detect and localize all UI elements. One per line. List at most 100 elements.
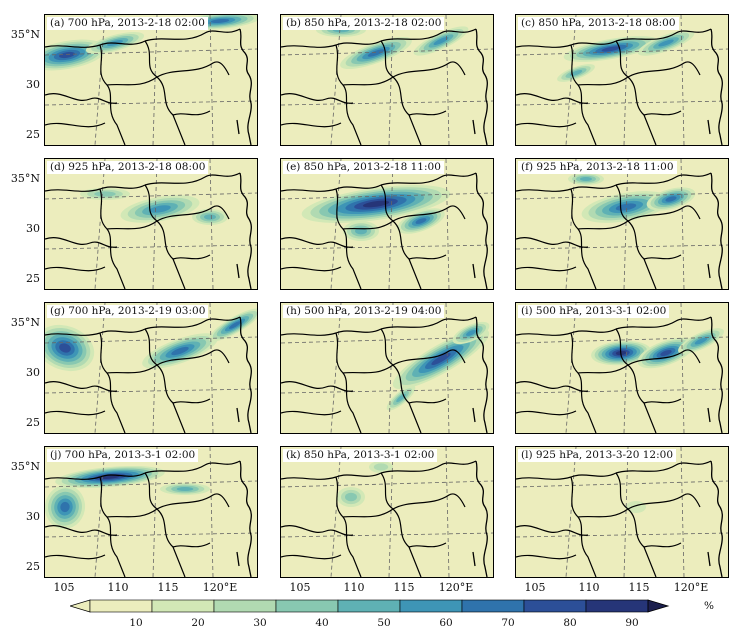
province-boundary	[156, 349, 230, 366]
coastline	[239, 316, 252, 433]
province-boundary	[577, 508, 629, 518]
graticule-line	[45, 244, 257, 250]
lon-label-110: 110	[578, 581, 600, 594]
graticule-line	[516, 480, 728, 488]
map-panel-l: (l) 925 hPa, 2013-3-20 12:00	[515, 446, 729, 578]
map-panel-k: (k) 850 hPa, 2013-3-1 02:00	[280, 446, 494, 578]
panel-title: (l) 925 hPa, 2013-3-20 12:00	[518, 449, 677, 462]
lon-label-105: 105	[289, 581, 311, 594]
graticule-line	[623, 447, 629, 577]
map-panel-i: (i) 500 hPa, 2013-3-1 02:00	[515, 302, 729, 434]
humidity-contour	[367, 49, 385, 57]
province-boundary	[45, 525, 118, 536]
lat-label-25: 25	[26, 560, 40, 573]
graticule-line	[516, 336, 728, 344]
graticule-line	[281, 336, 493, 344]
graticule-line	[209, 447, 214, 577]
graticule-line	[388, 15, 394, 145]
coastline	[710, 28, 723, 145]
humidity-contour	[345, 492, 357, 502]
humidity-contour	[149, 205, 171, 213]
graticule-line	[94, 447, 106, 577]
humidity-contour	[626, 501, 646, 513]
map-panel-c: (c) 850 hPa, 2013-2-18 08:00	[515, 14, 729, 146]
graticule-line	[516, 244, 728, 250]
colorbar-tick: 50	[377, 617, 391, 629]
humidity-contour	[660, 349, 672, 357]
graticule-line	[152, 303, 158, 433]
colorbar-segment	[337, 599, 401, 613]
province-boundary	[342, 364, 394, 374]
humidity-contour	[228, 321, 242, 329]
colorbar-segment	[275, 599, 339, 613]
province-boundary	[627, 205, 701, 222]
province-boundary	[106, 508, 158, 518]
province-boundary	[516, 122, 577, 128]
colorbar-extend-high	[647, 599, 670, 613]
graticule-line	[516, 48, 728, 56]
graticule-line	[152, 447, 158, 577]
graticule-line	[445, 159, 450, 289]
panel-title: (g) 700 hPa, 2013-2-19 03:00	[47, 305, 209, 318]
humidity-contour	[59, 343, 71, 353]
graticule-line	[281, 100, 493, 106]
graticule-line	[388, 447, 394, 577]
province-boundary	[172, 542, 211, 548]
map-canvas	[281, 303, 493, 433]
graticule-line	[281, 532, 493, 538]
province-boundary	[615, 316, 712, 330]
province-boundary	[615, 460, 712, 474]
panel-title: (j) 700 hPa, 2013-3-1 02:00	[47, 449, 199, 462]
province-boundary	[516, 93, 589, 104]
coastline	[239, 172, 252, 289]
province-boundary	[342, 76, 394, 86]
map-panel-j: (j) 700 hPa, 2013-3-1 02:00	[44, 446, 258, 578]
graticule-line	[516, 192, 728, 200]
province-boundary	[281, 93, 354, 104]
province-boundary	[172, 398, 211, 404]
province-boundary	[408, 398, 447, 404]
province-boundary	[45, 93, 118, 104]
colorbar-tick: 70	[501, 617, 515, 629]
map-canvas	[281, 447, 493, 577]
humidity-contour	[94, 191, 116, 197]
taiwan-island	[472, 119, 476, 135]
panel-title: (c) 850 hPa, 2013-2-18 08:00	[518, 17, 679, 30]
province-boundary	[172, 254, 211, 260]
lat-label-35: 35°N	[10, 28, 40, 41]
province-boundary	[380, 460, 477, 474]
graticule-line	[45, 388, 257, 394]
graticule-line	[330, 15, 342, 145]
map-panel-g: (g) 700 hPa, 2013-2-19 03:00	[44, 302, 258, 434]
coastline	[710, 460, 723, 577]
graticule-line	[45, 532, 257, 538]
province-boundary	[516, 266, 577, 272]
panel-title: (k) 850 hPa, 2013-3-1 02:00	[283, 449, 438, 462]
panel-title: (d) 925 hPa, 2013-2-18 08:00	[47, 161, 209, 174]
province-boundary	[643, 398, 682, 404]
map-panel-a: (a) 700 hPa, 2013-2-18 02:00	[44, 14, 258, 146]
province-boundary	[627, 61, 701, 78]
province-boundary	[627, 493, 701, 510]
province-boundary	[156, 493, 230, 510]
taiwan-island	[707, 551, 711, 567]
graticule-line	[94, 159, 106, 289]
province-boundary	[615, 172, 712, 186]
graticule-line	[565, 447, 577, 577]
graticule-line	[680, 303, 685, 433]
humidity-contour	[580, 177, 592, 181]
map-canvas	[45, 447, 257, 577]
graticule-line	[623, 303, 629, 433]
lat-label-35: 35°N	[10, 172, 40, 185]
province-boundary	[516, 525, 589, 536]
coastline	[475, 460, 488, 577]
map-canvas	[516, 447, 728, 577]
humidity-contour	[415, 218, 427, 224]
graticule-line	[516, 532, 728, 538]
graticule-line	[330, 159, 342, 289]
graticule-line	[152, 15, 158, 145]
graticule-line	[281, 480, 493, 488]
humidity-contour	[431, 352, 451, 366]
province-boundary	[45, 237, 118, 248]
province-boundary	[392, 349, 466, 366]
